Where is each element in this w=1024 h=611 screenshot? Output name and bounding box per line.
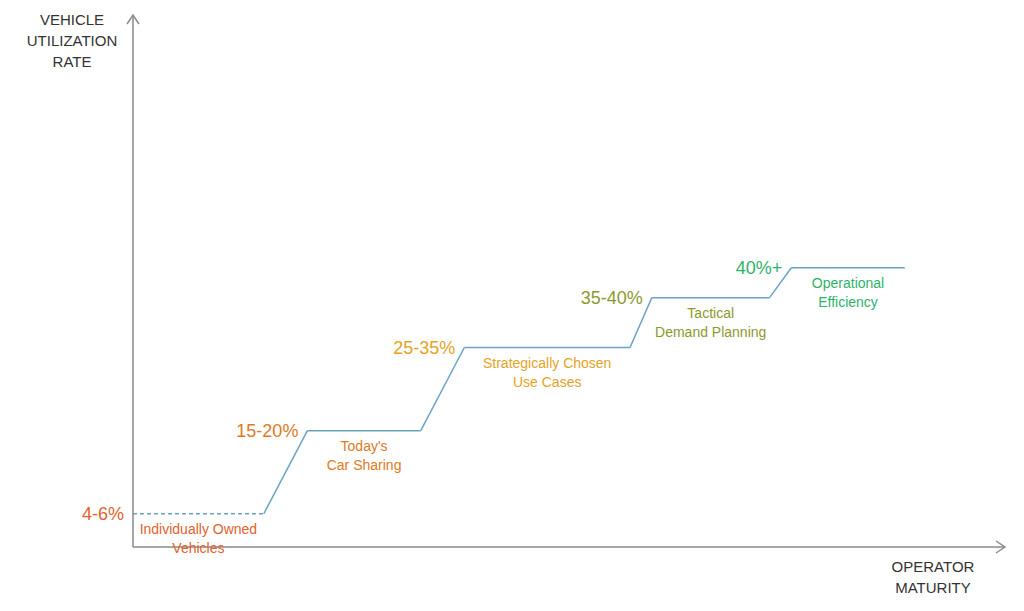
svg-text:35-40%: 35-40% [581,288,643,308]
svg-text:TacticalDemand Planning: TacticalDemand Planning [655,305,766,340]
svg-text:4-6%: 4-6% [82,504,124,524]
svg-text:Strategically ChosenUse Cases: Strategically ChosenUse Cases [483,355,611,390]
svg-text:OPERATORMATURITY: OPERATORMATURITY [892,558,975,596]
svg-text:Today'sCar Sharing: Today'sCar Sharing [327,438,402,473]
svg-text:25-35%: 25-35% [393,338,455,358]
svg-text:Individually OwnedVehicles: Individually OwnedVehicles [140,521,258,556]
svg-text:VEHICLEUTILIZATIONRATE: VEHICLEUTILIZATIONRATE [27,11,118,70]
svg-text:40%+: 40%+ [736,258,783,278]
svg-text:15-20%: 15-20% [236,421,298,441]
svg-text:OperationalEfficiency: OperationalEfficiency [812,275,884,310]
